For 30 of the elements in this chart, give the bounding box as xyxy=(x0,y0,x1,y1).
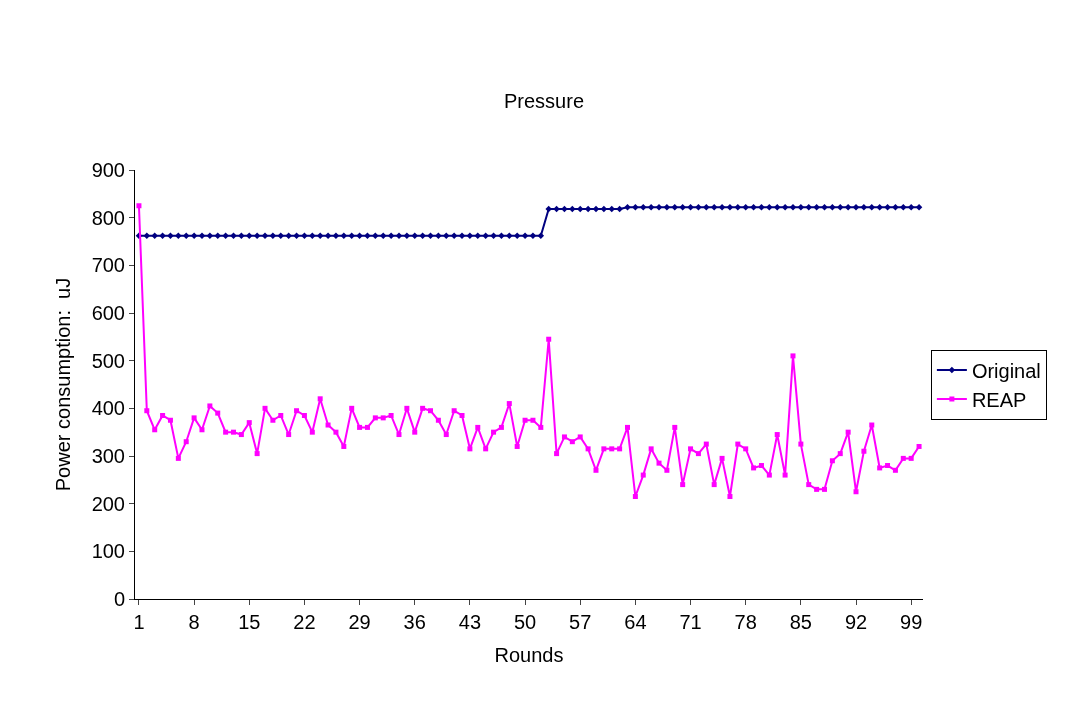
y-tick-label: 900 xyxy=(91,159,125,181)
chart-title: Pressure xyxy=(503,90,585,113)
x-tick-label: 29 xyxy=(348,611,371,633)
x-tick-label: 57 xyxy=(569,611,592,633)
x-tick-label: 43 xyxy=(458,611,482,633)
legend-label: Original xyxy=(971,359,1041,382)
x-tick-label: 85 xyxy=(789,611,812,633)
y-tick-label: 0 xyxy=(113,588,125,610)
x-tick-label: 36 xyxy=(403,611,426,633)
x-axis-title: Rounds xyxy=(494,643,564,666)
x-tick-label: 99 xyxy=(900,611,923,633)
x-tick-label: 71 xyxy=(679,611,702,633)
y-tick-label: 200 xyxy=(91,492,125,515)
y-tick-label: 400 xyxy=(91,397,125,420)
y-tick-label: 700 xyxy=(91,254,125,277)
y-tick-label: 500 xyxy=(91,349,125,372)
x-tick-label: 8 xyxy=(188,611,200,633)
y-tick-label: 300 xyxy=(91,445,125,467)
x-tick-label: 15 xyxy=(238,611,261,633)
x-tick-label: 50 xyxy=(513,611,537,633)
legend-label: REAP xyxy=(971,388,1027,411)
x-tick-label: 1 xyxy=(133,611,145,633)
y-tick-label: 600 xyxy=(91,302,125,324)
y-tick-label: 100 xyxy=(91,540,125,563)
x-tick-label: 22 xyxy=(293,611,316,633)
y-tick-label: 800 xyxy=(91,206,125,229)
x-tick-label: 92 xyxy=(844,611,868,633)
x-tick-label: 64 xyxy=(624,611,647,633)
x-tick-label: 78 xyxy=(734,611,757,633)
y-axis-title: Power consumption: uJ xyxy=(52,277,75,492)
